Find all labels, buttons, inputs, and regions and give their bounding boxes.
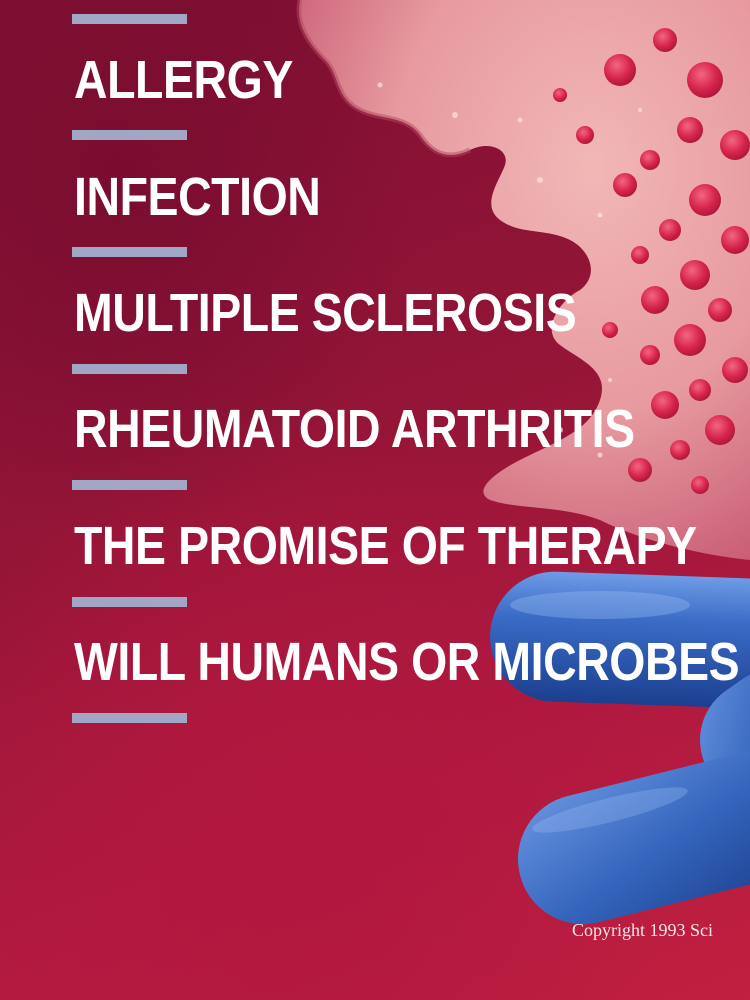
divider [72,713,187,723]
divider [72,597,187,607]
topic-rheumatoid-arthritis: RHEUMATOID ARTHRITIS [74,399,635,459]
divider [72,364,187,374]
divider [72,14,187,24]
topic-multiple-sclerosis: MULTIPLE SCLEROSIS [74,283,577,343]
divider [72,480,187,490]
topic-allergy: ALLERGY [74,50,293,110]
copyright-notice: Copyright 1993 Sci [572,920,714,940]
cell-speckles [377,82,642,458]
topic-promise-of-therapy: THE PROMISE OF THERAPY [74,516,697,576]
mast-cell [296,0,750,560]
topic-infection: INFECTION [74,167,321,227]
bacteria [490,571,750,925]
divider [72,247,187,257]
cell-granules [553,28,750,494]
topic-humans-or-microbes: WILL HUMANS OR MICROBES [74,632,740,692]
divider [72,130,187,140]
